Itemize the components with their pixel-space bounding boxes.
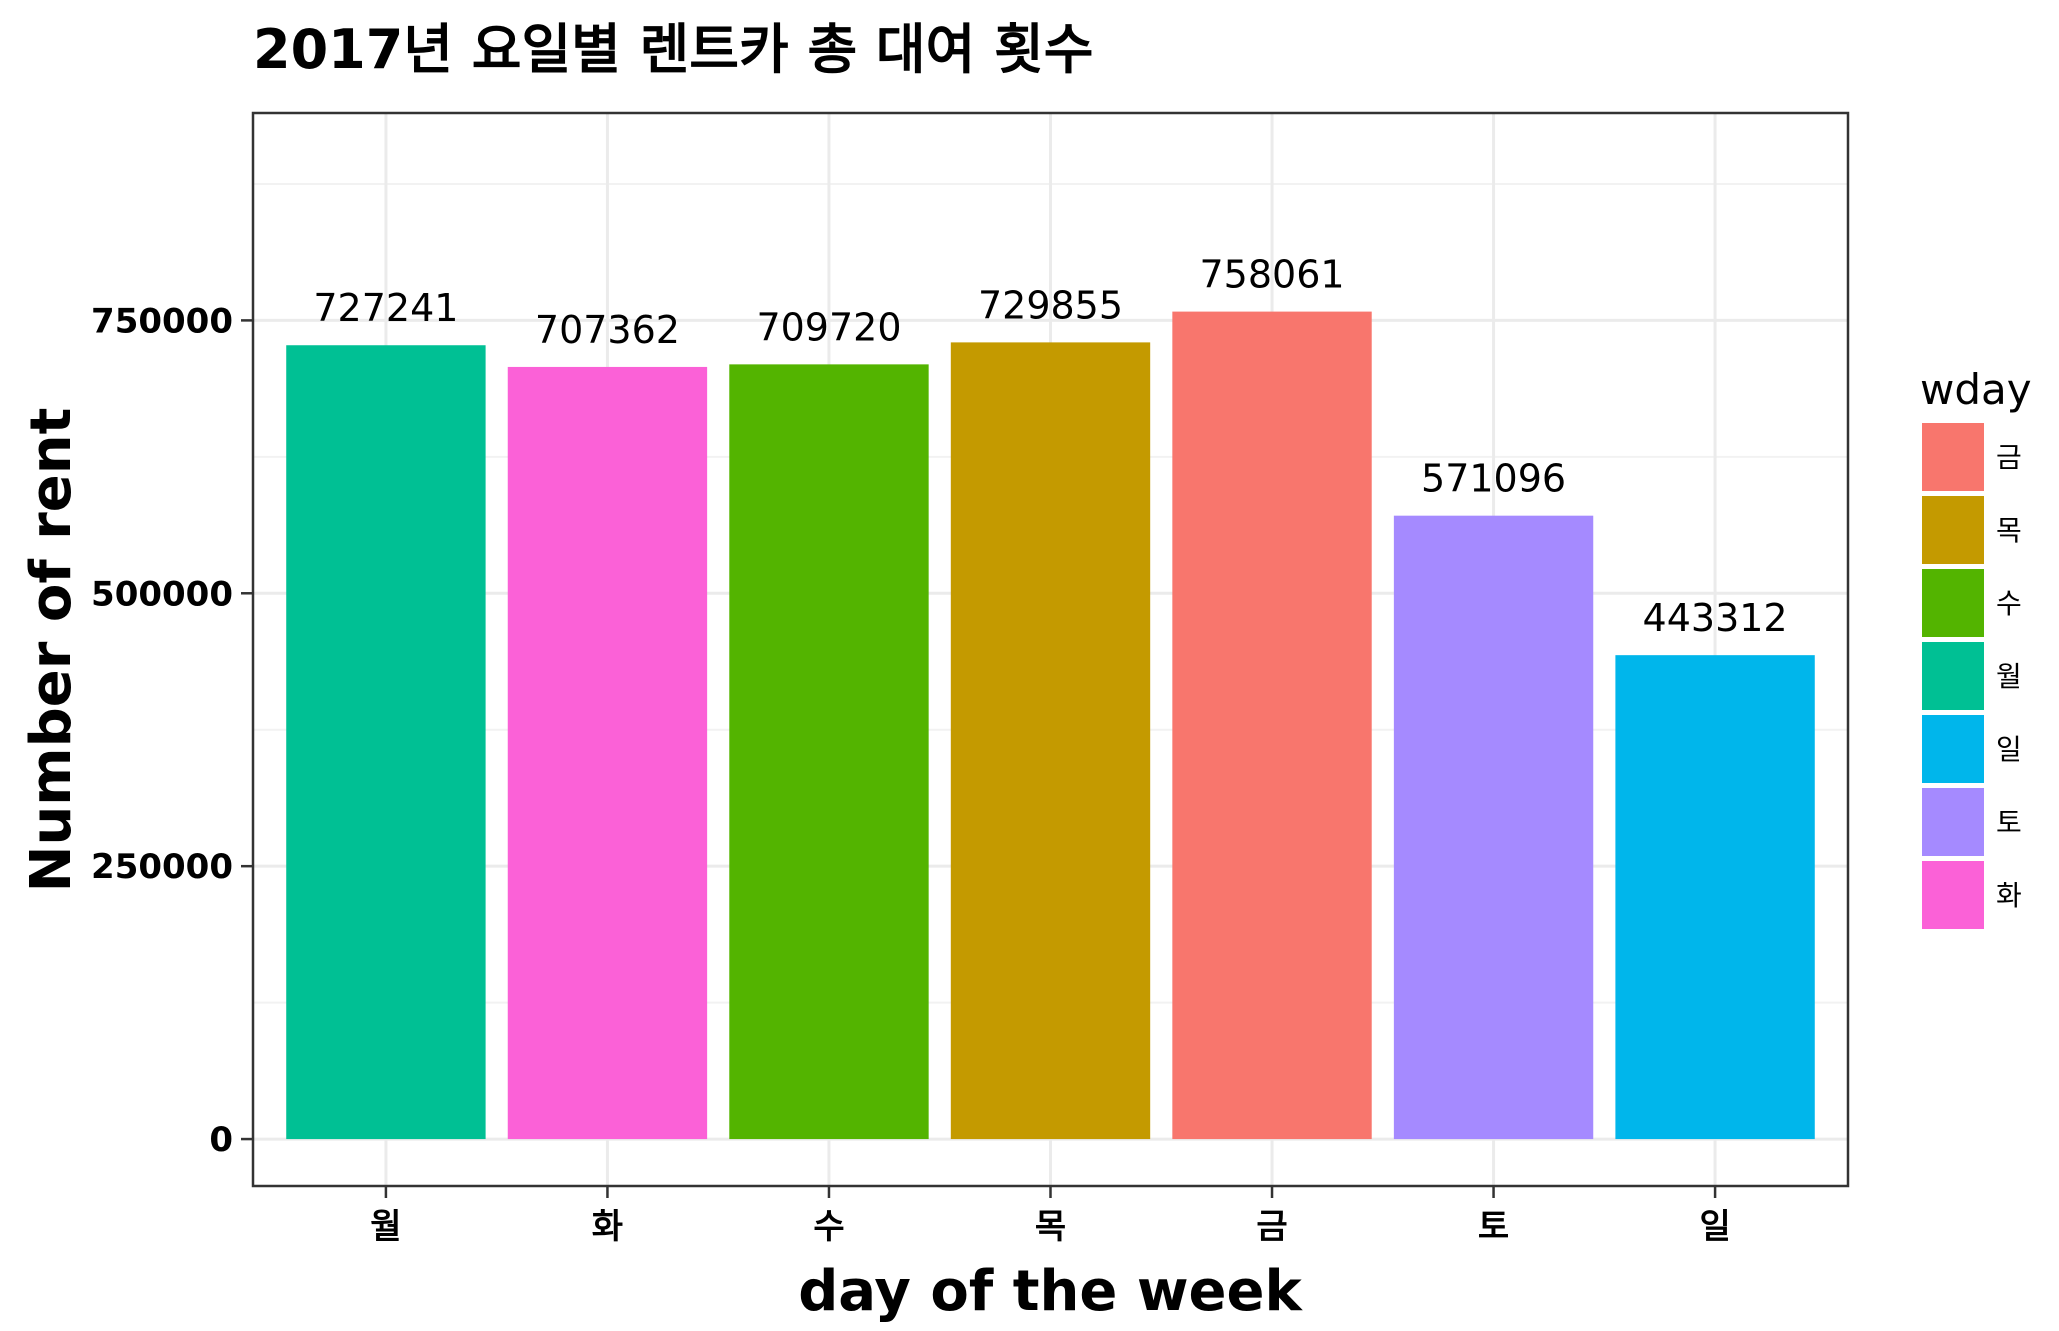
- legend-label: 일: [1996, 733, 2022, 766]
- legend-key: [1922, 642, 1984, 710]
- legend-key: [1922, 715, 1984, 783]
- bar: [1393, 515, 1594, 1140]
- legend-label: 토: [1996, 806, 2022, 839]
- bars: [286, 311, 1815, 1140]
- bar-value-label: 729855: [978, 283, 1123, 327]
- legend-key: [1922, 569, 1984, 637]
- x-tick-label: 일: [1699, 1207, 1730, 1247]
- bar: [950, 342, 1151, 1140]
- x-tick-label: 월: [370, 1207, 401, 1247]
- data-labels: 727241 707362 709720 729855 758061 571096 4433…: [313, 253, 1787, 641]
- bar-value-label: 571096: [1421, 457, 1566, 501]
- x-tick-label: 수: [813, 1207, 844, 1247]
- legend-label: 목: [1996, 514, 2022, 547]
- legend-title: wday: [1920, 365, 2032, 414]
- bar: [1615, 655, 1815, 1140]
- y-tick-label: 750000: [91, 301, 233, 341]
- x-axis-title: day of the week: [798, 1259, 1303, 1324]
- legend-key: [1922, 423, 1984, 491]
- bar: [286, 345, 486, 1140]
- chart-title: 2017년 요일별 렌트카 총 대여 횟수: [253, 18, 1093, 81]
- legend-key: [1922, 496, 1984, 564]
- bar-value-label: 758061: [1199, 253, 1344, 297]
- y-tick-label: 0: [209, 1120, 233, 1160]
- legend-label: 수: [1996, 587, 2022, 620]
- bar: [1172, 311, 1372, 1140]
- legend-label: 금: [1996, 441, 2022, 474]
- x-tick-label: 목: [1035, 1207, 1066, 1247]
- legend-key: [1922, 861, 1984, 929]
- bar-value-label: 727241: [313, 286, 458, 330]
- bar-value-label: 709720: [756, 305, 901, 349]
- x-tick-label: 토: [1478, 1207, 1509, 1247]
- plot-panel: 727241 707362 709720 729855 758061 571096 4433…: [251, 111, 1850, 1188]
- y-axis-title: Number of rent: [19, 408, 84, 893]
- legend-label: 월: [1996, 660, 2022, 693]
- bar-value-label: 707362: [535, 308, 680, 352]
- x-tick-label: 금: [1256, 1207, 1287, 1247]
- y-tick-label: 500000: [91, 574, 233, 614]
- x-tick-label: 화: [592, 1207, 623, 1247]
- legend-label: 화: [1996, 879, 2022, 912]
- bar: [507, 366, 708, 1140]
- legend-key: [1922, 788, 1984, 856]
- y-axis: 0 250000 500000 750000: [91, 301, 253, 1160]
- bar-value-label: 443312: [1643, 596, 1788, 640]
- y-tick-label: 250000: [91, 847, 233, 887]
- bar: [729, 364, 929, 1140]
